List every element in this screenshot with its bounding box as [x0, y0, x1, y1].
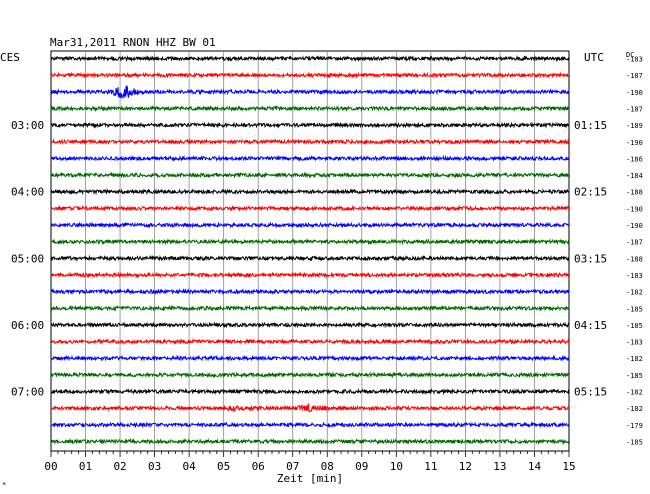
seismic-trace: [50, 371, 570, 379]
dc-offset-label: -187: [626, 105, 643, 113]
x-tick-label: 10: [390, 460, 403, 473]
right-time-label: 02:15: [574, 186, 607, 199]
seismic-trace: [50, 54, 570, 63]
dc-offset-label: -183: [626, 339, 643, 347]
dc-offset-label: -187: [626, 72, 643, 80]
x-tick-label: 14: [528, 460, 542, 473]
dc-offset-label: -185: [626, 322, 643, 330]
trace-group: [50, 54, 570, 445]
seismic-trace: [50, 104, 570, 113]
dc-offset-label: -190: [626, 89, 643, 97]
dc-offset-label: -179: [626, 422, 643, 430]
x-tick-label: 11: [424, 460, 437, 473]
dc-offset-label: -190: [626, 222, 643, 230]
seismic-trace: [50, 204, 570, 212]
right-time-label: 05:15: [574, 386, 607, 399]
dc-offset-label: -182: [626, 355, 643, 363]
plot-frame: [50, 50, 570, 452]
grid-lines: [50, 51, 570, 457]
seismic-trace: [50, 71, 570, 79]
dc-offset-label: -190: [626, 205, 643, 213]
left-time-label: 03:00: [11, 119, 44, 132]
x-tick-label: 13: [493, 460, 506, 473]
dc-offset-label: -190: [626, 139, 643, 147]
x-tick-label: 06: [252, 460, 265, 473]
x-tick-label: 04: [183, 460, 197, 473]
seismic-trace: [50, 121, 570, 129]
corner-mark: *: [2, 481, 6, 489]
seismic-trace: [50, 254, 570, 262]
seismic-trace: [50, 171, 570, 179]
dc-offset-label: -182: [626, 289, 643, 297]
dc-offset-label: -188: [626, 189, 643, 197]
x-axis-label: Zeit [min]: [277, 472, 343, 485]
dc-offset-label: -183: [626, 272, 643, 280]
dc-offset-label: -186: [626, 155, 643, 163]
seismic-trace: [50, 337, 570, 345]
seismic-trace: [50, 188, 570, 196]
left-time-label: 05:00: [11, 252, 44, 265]
right-time-label: 03:15: [574, 252, 607, 265]
dc-offset-label: -184: [626, 172, 643, 180]
x-tick-label: 07: [286, 460, 299, 473]
chart-title: Mar31,2011 RNON HHZ BW 01: [50, 36, 216, 49]
seismic-trace: [50, 421, 570, 429]
seismic-trace: [50, 238, 570, 246]
left-time-label: 07:00: [11, 386, 44, 399]
x-tick-label: 09: [355, 460, 368, 473]
seismic-trace: [50, 321, 570, 329]
right-time-label: 04:15: [574, 319, 607, 332]
left-timezone-label: CES: [0, 51, 20, 64]
dc-offset-label: -188: [626, 255, 643, 263]
seismic-trace: [50, 138, 570, 146]
right-time-label: 01:15: [574, 119, 607, 132]
x-tick-label: 05: [217, 460, 230, 473]
dc-offset-label: -183: [626, 56, 643, 64]
left-time-label: 06:00: [11, 319, 44, 332]
right-timezone-label: UTC: [584, 51, 604, 64]
dc-offset-label: -187: [626, 239, 643, 247]
x-tick-label: 12: [459, 460, 472, 473]
seismic-trace: [50, 287, 570, 296]
dc-offset-label: -185: [626, 372, 643, 380]
seismic-trace: [50, 403, 570, 413]
x-tick-label: 03: [148, 460, 161, 473]
seismic-trace: [50, 271, 570, 279]
x-tick-label: 00: [44, 460, 57, 473]
x-tick-label: 08: [321, 460, 334, 473]
dc-offset-label: -185: [626, 438, 643, 446]
dc-label: DC: [626, 51, 634, 59]
x-tick-label: 15: [562, 460, 575, 473]
x-tick-label: 02: [113, 460, 126, 473]
left-time-label: 04:00: [11, 186, 44, 199]
seismic-trace: [50, 354, 570, 362]
seismic-trace: [50, 221, 570, 229]
dc-offset-label: -182: [626, 405, 643, 413]
seismic-trace: [50, 437, 570, 445]
seismic-trace: [50, 154, 570, 162]
dc-offset-label: -189: [626, 122, 643, 130]
seismic-trace: [50, 85, 570, 100]
x-tick-label: 01: [79, 460, 92, 473]
seismic-trace: [50, 387, 570, 396]
dc-offset-label: -185: [626, 305, 643, 313]
seismic-trace: [50, 304, 570, 312]
dc-offset-label: -182: [626, 389, 643, 397]
label-group: 00 01 02 03 04 05 06 07 08 09 10 11 12 13 14 15 -183 -187…: [11, 56, 643, 474]
